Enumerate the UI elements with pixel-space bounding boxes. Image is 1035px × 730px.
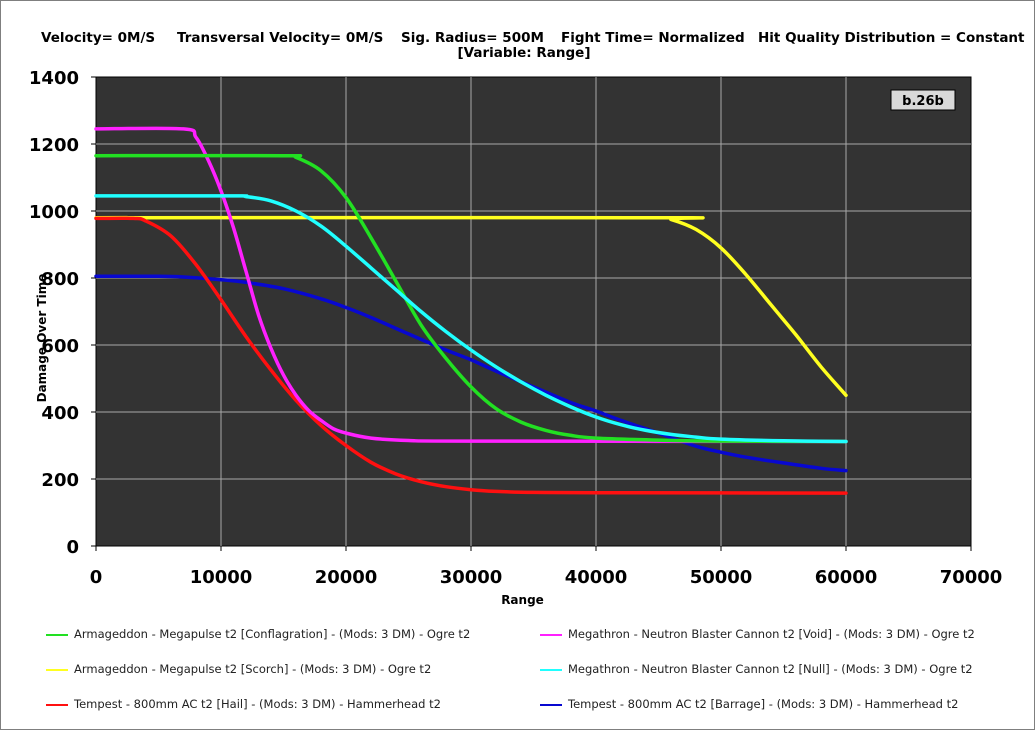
series-line: [94, 153, 848, 444]
series-line: [94, 215, 848, 398]
legend-label: Armageddon - Megapulse t2 [Scorch] - (Mo…: [74, 662, 432, 676]
simulation-parameters: Velocity= 0M/S Transversal Velocity= 0M/…: [0, 30, 1035, 48]
param-fight-time: Fight Time= Normalized: [561, 30, 745, 46]
param-transversal-velocity: Transversal Velocity= 0M/S: [177, 30, 384, 46]
legend-swatch: [540, 669, 562, 671]
variable-label: [Variable: Range]: [457, 45, 591, 61]
y-tick-label: 600: [41, 336, 79, 357]
legend-label: Megathron - Neutron Blaster Cannon t2 [V…: [568, 627, 975, 641]
series-line: [94, 274, 848, 473]
x-tick-label: 70000: [940, 567, 1003, 588]
legend-label: Megathron - Neutron Blaster Cannon t2 [N…: [568, 662, 973, 676]
y-tick-label: 800: [41, 269, 79, 290]
y-tick-label: 1400: [29, 68, 79, 89]
y-tick-label: 200: [41, 470, 79, 491]
y-tick-label: 1000: [29, 202, 79, 223]
x-tick-label: 60000: [815, 567, 878, 588]
legend-swatch: [46, 704, 68, 706]
legend-swatch: [46, 634, 68, 636]
x-tick-label: 30000: [440, 567, 503, 588]
legend-label: Tempest - 800mm AC t2 [Barrage] - (Mods:…: [568, 697, 959, 711]
x-tick-label: 40000: [565, 567, 628, 588]
series-line: [94, 126, 848, 444]
x-tick-label: 20000: [315, 567, 378, 588]
y-tick-label: 400: [41, 403, 79, 424]
x-axis-title: Range: [501, 593, 544, 607]
version-badge-text: b.26b: [902, 94, 944, 109]
param-sig-radius: Sig. Radius= 500M: [401, 30, 544, 46]
legend-label: Tempest - 800mm AC t2 [Hail] - (Mods: 3 …: [74, 697, 441, 711]
series-line: [94, 194, 848, 444]
x-tick-label: 10000: [190, 567, 253, 588]
x-tick-label: 0: [90, 567, 103, 588]
y-axis-title: Damage Over Time: [35, 274, 49, 403]
legend-swatch: [540, 704, 562, 706]
param-hit-quality: Hit Quality Distribution = Constant: [758, 30, 1025, 46]
legend-label: Armageddon - Megapulse t2 [Conflagration…: [74, 627, 471, 641]
legend-swatch: [540, 634, 562, 636]
x-tick-label: 50000: [690, 567, 753, 588]
legend-swatch: [46, 669, 68, 671]
y-tick-label: 1200: [29, 135, 79, 156]
version-badge: b.26b: [890, 89, 956, 111]
series-line: [94, 216, 848, 495]
y-tick-label: 0: [66, 537, 79, 558]
param-velocity: Velocity= 0M/S: [41, 30, 156, 46]
